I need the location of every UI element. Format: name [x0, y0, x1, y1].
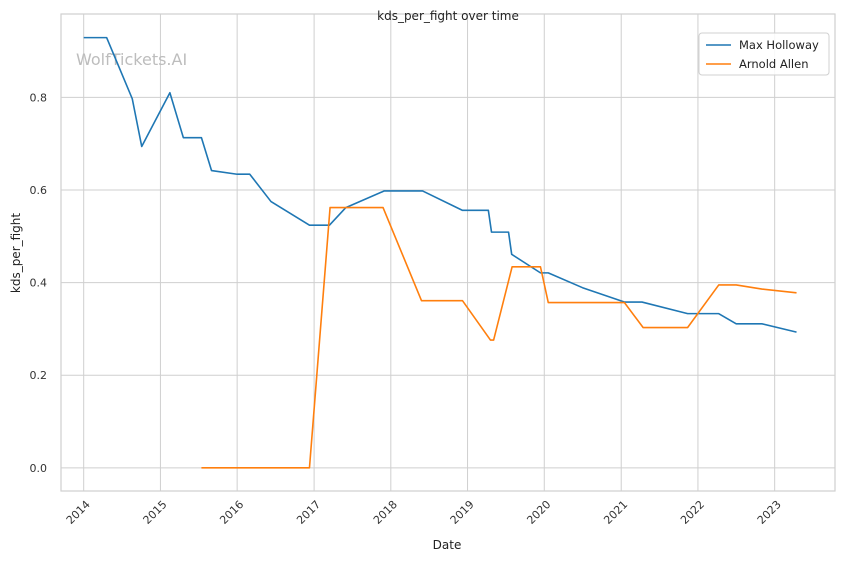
x-tick-label-2015: 2015	[141, 498, 170, 527]
x-tick-label-2022: 2022	[678, 498, 707, 527]
y-tick-label-0-8: 0.8	[30, 91, 48, 104]
watermark: WolfTickets.AI	[76, 50, 187, 69]
x-tick-label-2023: 2023	[755, 498, 784, 527]
y-tick-label-0-0: 0.0	[30, 462, 48, 475]
x-tick-label-2020: 2020	[524, 498, 553, 527]
series-line-max-holloway	[83, 36, 797, 333]
legend: Max Holloway Arnold Allen	[698, 32, 830, 76]
legend-label-max-holloway: Max Holloway	[739, 38, 819, 52]
y-axis-label: kds_per_fight	[9, 213, 23, 294]
legend-box	[698, 32, 830, 76]
y-tick-label-0-4: 0.4	[30, 277, 48, 290]
series-line-arnold-allen	[201, 206, 797, 469]
x-axis-label: Date	[433, 538, 462, 552]
legend-label-arnold-allen: Arnold Allen	[739, 57, 809, 71]
series-lines	[83, 36, 797, 469]
grid	[61, 14, 835, 491]
x-tick-label-2018: 2018	[371, 498, 400, 527]
chart-title: kds_per_fight over time	[377, 9, 519, 23]
x-axis-ticks: 2014 2015 2016 2017 2018 2019 2020 2021 2022 2023	[64, 498, 784, 527]
x-tick-label-2021: 2021	[601, 498, 630, 527]
y-tick-label-0-2: 0.2	[30, 369, 48, 382]
plot-frame	[60, 13, 836, 492]
y-axis-ticks: 0.0 0.2 0.4 0.6 0.8	[30, 91, 48, 474]
y-tick-label-0-6: 0.6	[30, 184, 48, 197]
x-tick-label-2017: 2017	[294, 498, 323, 527]
x-tick-label-2014: 2014	[64, 498, 93, 527]
x-tick-label-2016: 2016	[217, 498, 246, 527]
x-tick-label-2019: 2019	[448, 498, 477, 527]
